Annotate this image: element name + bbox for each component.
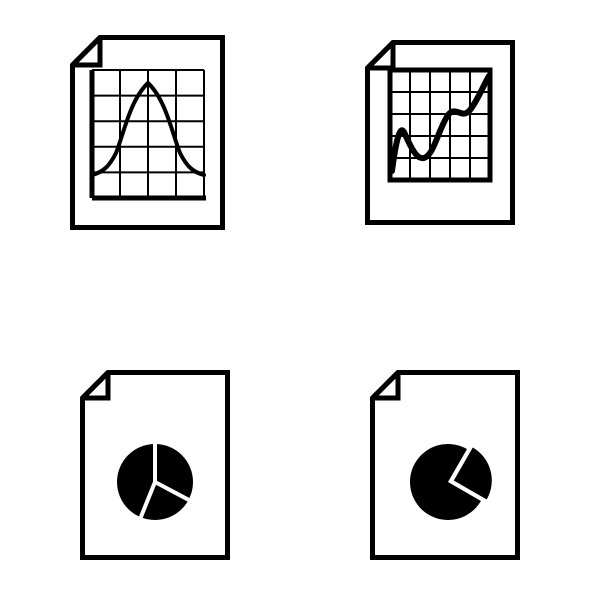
document-bell-curve-icon — [70, 35, 225, 230]
document-pie-filled-icon — [370, 370, 520, 560]
icon-set — [0, 0, 600, 600]
document-pie-outline-icon — [80, 370, 230, 560]
document-line-chart-icon — [365, 40, 515, 225]
